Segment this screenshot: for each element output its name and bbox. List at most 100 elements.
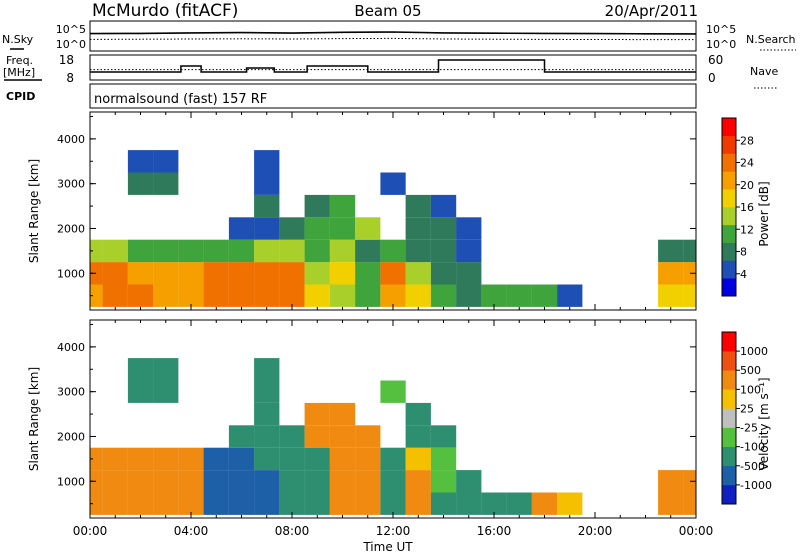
velocity-cell <box>127 447 154 471</box>
x-tick-label: 00:00 <box>73 524 108 538</box>
velocity-cell <box>254 492 280 515</box>
colorbar-segment <box>722 135 736 154</box>
velocity-cell <box>127 380 154 403</box>
power-cell <box>254 150 280 173</box>
freq-lines <box>90 59 696 73</box>
velocity-cell <box>254 425 280 448</box>
velocity-cell <box>430 492 457 515</box>
freq-left-label-2: [MHz] <box>3 66 35 79</box>
velocity-cell <box>90 492 103 515</box>
velocity-cell <box>380 447 406 471</box>
y-tick-label: 3000 <box>57 386 85 399</box>
velocity-cell <box>153 470 179 493</box>
velocity-cell <box>178 492 204 515</box>
power-cell <box>254 284 280 307</box>
x-tick-label: 08:00 <box>275 524 310 538</box>
velocity-cell <box>380 470 406 493</box>
power-cell <box>127 239 154 263</box>
power-cell <box>153 284 179 307</box>
freq-left-label-1: Freq. <box>6 54 33 67</box>
power-cell <box>203 284 229 307</box>
colorbar-segment <box>722 207 736 226</box>
velocity-cell <box>90 470 103 493</box>
velocity-cell <box>254 380 280 403</box>
velocity-cell <box>380 492 406 515</box>
velocity-cell <box>228 447 255 471</box>
power-cell <box>456 217 482 240</box>
power-cell <box>430 239 457 263</box>
velocity-cell <box>531 492 558 515</box>
power-cell <box>658 284 684 307</box>
velocity-cell <box>90 447 103 471</box>
y-tick-label: 2000 <box>57 222 85 235</box>
power-cell <box>557 284 583 307</box>
power-cell <box>254 217 280 240</box>
velocity-cell <box>329 447 356 471</box>
colorbar-segment <box>722 465 736 486</box>
noise-right-tick-bottom: 10^0 <box>706 38 736 51</box>
power-cell <box>304 239 330 263</box>
power-cell <box>228 262 255 285</box>
power-cell <box>506 284 532 307</box>
beam-title: Beam 05 <box>354 2 421 20</box>
x-tick-label: 00:00 <box>679 524 714 538</box>
colorbar-tick-label: 100 <box>740 383 761 396</box>
power-cell <box>178 239 204 263</box>
power-cell <box>153 172 179 195</box>
power-heatmap <box>90 150 696 307</box>
velocity-cell <box>481 492 507 515</box>
velocity-cell <box>254 402 280 426</box>
velocity-cell <box>355 492 381 515</box>
velocity-cell <box>355 470 381 493</box>
y-tick-label: 2000 <box>57 430 85 443</box>
colorbar-segment <box>722 408 736 428</box>
power-cell <box>279 284 305 307</box>
power-cell <box>456 262 482 285</box>
power-panel: 4000 3000 2000 1000 Slant Range [km] 28 24 20… <box>27 111 771 311</box>
power-cell <box>430 262 457 285</box>
colorbar-segment <box>722 171 736 190</box>
velocity-cell <box>153 447 179 471</box>
power-cell <box>228 239 255 263</box>
cpid-row: CPID normalsound (fast) 157 RF <box>6 83 697 109</box>
velocity-cell <box>279 447 305 471</box>
velocity-cell <box>228 470 255 493</box>
power-cell <box>254 262 280 285</box>
velocity-cell <box>405 425 431 448</box>
colorbar-segment <box>722 484 736 505</box>
velocity-cell <box>380 380 406 403</box>
power-cell <box>90 239 103 263</box>
velocity-cell <box>304 492 330 515</box>
power-cell <box>430 284 457 307</box>
velocity-cell <box>456 470 482 493</box>
power-cell <box>102 284 128 307</box>
x-tick-label: 12:00 <box>376 524 411 538</box>
velocity-cell <box>355 425 381 448</box>
velocity-cell <box>658 492 684 515</box>
noise-panel: N.Sky 10^5 10^0 10^5 10^0 N.Search <box>2 20 796 52</box>
velocity-cell <box>279 470 305 493</box>
velocity-heatmap <box>90 358 696 515</box>
freq-left-tick-top: 18 <box>59 53 74 67</box>
velocity-cell <box>430 425 457 448</box>
colorbar-segment <box>722 389 736 409</box>
velocity-cell <box>127 470 154 493</box>
power-cell <box>153 150 179 173</box>
power-cell <box>178 284 204 307</box>
colorbar-tick-label: 8 <box>740 246 747 259</box>
colorbar-segment <box>722 332 736 352</box>
colorbar-tick-label: -100 <box>740 441 765 454</box>
power-cell <box>254 172 280 195</box>
colorbar-tick-label: 500 <box>740 364 761 377</box>
power-cell <box>355 284 381 307</box>
x-tick-label: 16:00 <box>477 524 512 538</box>
velocity-xticks <box>89 320 697 518</box>
colorbar-segment <box>722 370 736 390</box>
power-cell <box>329 194 356 218</box>
x-axis-tick-labels: 00:00 04:00 08:00 12:00 16:00 20:00 00:00 <box>73 524 714 538</box>
velocity-cell <box>102 470 128 493</box>
y-tick-label: 4000 <box>57 341 85 354</box>
power-cell <box>329 239 356 263</box>
colorbar-tick-label: 20 <box>740 179 754 192</box>
